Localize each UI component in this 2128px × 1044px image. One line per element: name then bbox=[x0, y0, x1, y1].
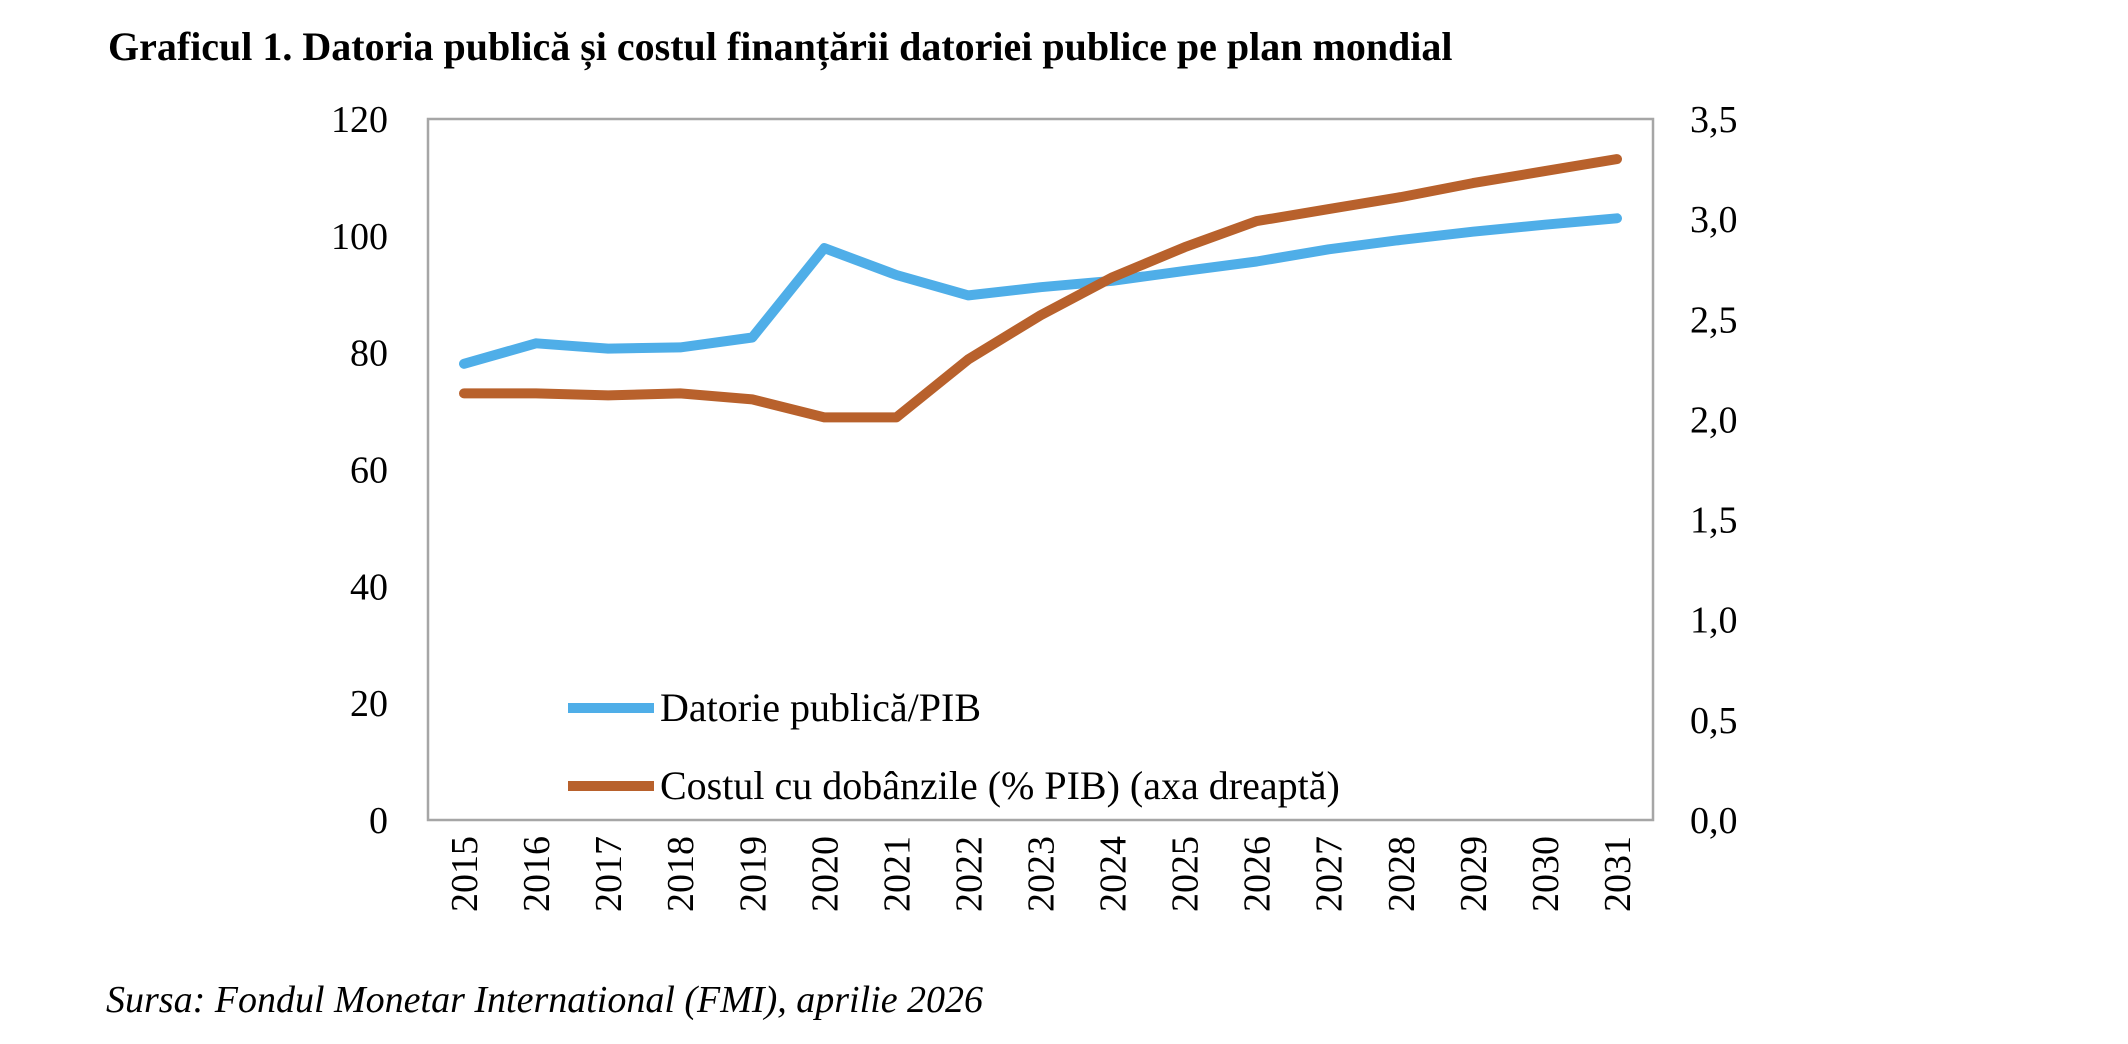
x-tick-label: 2021 bbox=[876, 836, 918, 912]
x-tick-label: 2018 bbox=[660, 836, 702, 912]
right-tick-label: 2,5 bbox=[1690, 299, 1738, 341]
left-tick-label: 40 bbox=[350, 566, 388, 608]
left-tick-label: 0 bbox=[369, 800, 388, 842]
x-tick-label: 2016 bbox=[516, 836, 558, 912]
x-tick-label: 2028 bbox=[1381, 836, 1423, 912]
right-tick-label: 0,0 bbox=[1690, 800, 1738, 842]
x-tick-label: 2027 bbox=[1309, 836, 1351, 912]
right-tick-label: 3,0 bbox=[1690, 199, 1738, 241]
left-tick-label: 120 bbox=[331, 99, 388, 141]
source-note: Sursa: Fondul Monetar International (FMI… bbox=[106, 979, 983, 1021]
right-axis-ticks: 0,0 0,5 1,0 1,5 2,0 2,5 3,0 3,5 bbox=[1690, 99, 1738, 842]
series-line-debt bbox=[459, 213, 1622, 369]
plot-area bbox=[426, 117, 1655, 822]
legend-label-interest: Costul cu dobânzile (% PIB) (axa dreaptă… bbox=[660, 763, 1340, 808]
x-tick-label: 2031 bbox=[1597, 836, 1639, 912]
x-tick-label: 2017 bbox=[588, 836, 630, 912]
left-tick-label: 60 bbox=[350, 450, 388, 492]
x-tick-label: 2022 bbox=[948, 836, 990, 912]
left-tick-label: 20 bbox=[350, 683, 388, 725]
x-tick-label: 2025 bbox=[1165, 836, 1207, 912]
left-tick-label: 100 bbox=[331, 216, 388, 258]
legend-label-debt: Datorie publică/PIB bbox=[660, 685, 981, 730]
legend: Datorie publică/PIB Costul cu dobânzile … bbox=[568, 685, 1340, 808]
chart-title: Graficul 1. Datoria publică și costul fi… bbox=[108, 24, 1453, 70]
x-tick-label: 2026 bbox=[1237, 836, 1279, 912]
x-tick-label: 2019 bbox=[732, 836, 774, 912]
right-tick-label: 0,5 bbox=[1690, 700, 1738, 742]
right-tick-label: 3,5 bbox=[1690, 99, 1738, 141]
x-axis-ticks: 2015 2016 2017 2018 2019 2020 2021 2022 2023 2024… bbox=[444, 836, 1639, 912]
right-tick-label: 2,0 bbox=[1690, 399, 1738, 441]
series-lines bbox=[459, 154, 1622, 423]
right-tick-label: 1,5 bbox=[1690, 500, 1738, 542]
series-line-interest bbox=[459, 154, 1622, 423]
x-tick-label: 2020 bbox=[804, 836, 846, 912]
x-tick-label: 2015 bbox=[444, 836, 486, 912]
x-tick-label: 2030 bbox=[1525, 836, 1567, 912]
x-tick-label: 2023 bbox=[1021, 836, 1063, 912]
x-tick-label: 2024 bbox=[1093, 836, 1135, 912]
left-axis-ticks: 0 20 40 60 80 100 120 bbox=[331, 99, 388, 842]
left-tick-label: 80 bbox=[350, 333, 388, 375]
right-tick-label: 1,0 bbox=[1690, 600, 1738, 642]
x-tick-label: 2029 bbox=[1453, 836, 1495, 912]
